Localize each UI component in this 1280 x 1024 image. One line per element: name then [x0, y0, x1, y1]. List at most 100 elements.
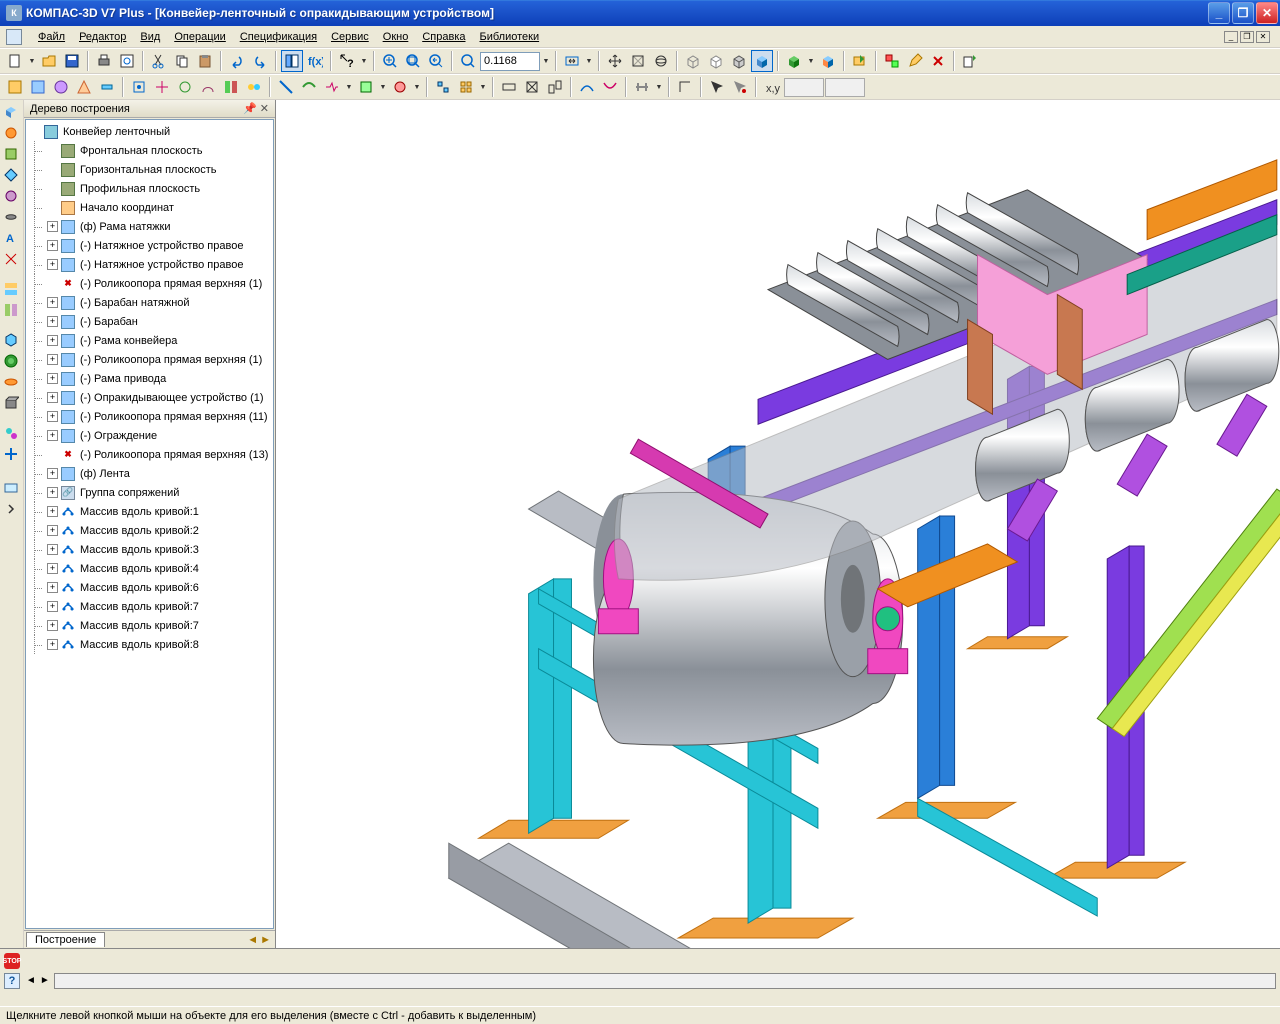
hidden-button[interactable]	[705, 50, 727, 72]
menu-service[interactable]: Сервис	[325, 29, 375, 45]
help-icon[interactable]: ?	[4, 973, 20, 989]
expand-icon[interactable]: +	[47, 430, 58, 441]
tree-node[interactable]: +Массив вдоль кривой:7	[26, 616, 273, 635]
undo-button[interactable]	[226, 50, 248, 72]
lt-14[interactable]	[1, 393, 21, 413]
lt-13[interactable]	[1, 372, 21, 392]
tree-node[interactable]: +(-) Натяжное устройство правое	[26, 236, 273, 255]
expand-icon[interactable]	[47, 202, 58, 213]
tree-node[interactable]: +Массив вдоль кривой:1	[26, 502, 273, 521]
expand-icon[interactable]: +	[47, 563, 58, 574]
tree-node[interactable]: Фронтальная плоскость	[26, 141, 273, 160]
wireframe-button[interactable]	[682, 50, 704, 72]
menu-file[interactable]: Файл	[32, 29, 71, 45]
zoom-prev-button[interactable]	[425, 50, 447, 72]
tree-node[interactable]: ✖(-) Роликоопора прямая верхняя (1)	[26, 274, 273, 293]
tree-node[interactable]: +🔗Группа сопряжений	[26, 483, 273, 502]
tree-node[interactable]: +Массив вдоль кривой:6	[26, 578, 273, 597]
tb2-9[interactable]	[197, 76, 219, 98]
lt-12[interactable]	[1, 351, 21, 371]
tree-nav-left[interactable]: ◄	[247, 934, 258, 946]
tb2-16-dropdown[interactable]: ▼	[412, 76, 422, 98]
tb2-24-dropdown[interactable]: ▼	[654, 76, 664, 98]
tb2-23[interactable]	[599, 76, 621, 98]
expand-icon[interactable]	[47, 449, 58, 460]
perspective-dropdown[interactable]: ▼	[806, 50, 816, 72]
lt-11[interactable]	[1, 330, 21, 350]
save-button[interactable]	[61, 50, 83, 72]
mdi-close-button[interactable]: ✕	[1256, 31, 1270, 43]
lt-2[interactable]	[1, 123, 21, 143]
zoom-window-button[interactable]	[402, 50, 424, 72]
lt-17[interactable]	[1, 478, 21, 498]
tree-node[interactable]: +(-) Рама привода	[26, 369, 273, 388]
menu-help[interactable]: Справка	[416, 29, 471, 45]
expand-icon[interactable]: +	[47, 506, 58, 517]
menu-window[interactable]: Окно	[377, 29, 415, 45]
lt-3[interactable]	[1, 144, 21, 164]
scroll-right-icon[interactable]: ►	[40, 975, 50, 986]
menu-editor[interactable]: Редактор	[73, 29, 132, 45]
tb2-5[interactable]	[96, 76, 118, 98]
viewport-3d[interactable]	[276, 100, 1280, 948]
panel-close-icon[interactable]: ✕	[260, 102, 269, 115]
print-button[interactable]	[93, 50, 115, 72]
tb2-1[interactable]	[4, 76, 26, 98]
minimize-button[interactable]: _	[1208, 2, 1230, 24]
help-dropdown[interactable]: ▼	[359, 50, 369, 72]
edit-button[interactable]	[904, 50, 926, 72]
scroll-left-icon[interactable]: ◄	[26, 975, 36, 986]
zoom-input[interactable]	[480, 52, 540, 71]
tb2-21[interactable]	[544, 76, 566, 98]
expand-icon[interactable]: +	[47, 259, 58, 270]
new-button[interactable]	[4, 50, 26, 72]
expand-icon[interactable]: +	[47, 620, 58, 631]
expand-icon[interactable]: +	[47, 525, 58, 536]
variables-button[interactable]: f(x)	[304, 50, 326, 72]
zoom-in-button[interactable]	[379, 50, 401, 72]
shaded-button[interactable]	[751, 50, 773, 72]
zoom-scale-button[interactable]	[457, 50, 479, 72]
menu-view[interactable]: Вид	[134, 29, 166, 45]
cut-button[interactable]	[148, 50, 170, 72]
tb2-7[interactable]	[151, 76, 173, 98]
new-dropdown[interactable]: ▼	[27, 50, 37, 72]
noshade-button[interactable]	[728, 50, 750, 72]
tb2-8[interactable]	[174, 76, 196, 98]
tree-node[interactable]: +(-) Натяжное устройство правое	[26, 255, 273, 274]
tb2-14-dropdown[interactable]: ▼	[344, 76, 354, 98]
tree-node[interactable]: ✖(-) Роликоопора прямая верхняя (13)	[26, 445, 273, 464]
lt-collapse[interactable]	[1, 499, 21, 519]
tb2-17[interactable]	[432, 76, 454, 98]
tb2-14[interactable]	[321, 76, 343, 98]
zoom-dropdown[interactable]: ▼	[541, 50, 551, 72]
tree-node[interactable]: +(-) Роликоопора прямая верхняя (11)	[26, 407, 273, 426]
tree-button[interactable]	[281, 50, 303, 72]
pan-button[interactable]	[604, 50, 626, 72]
command-scrollbar[interactable]	[54, 973, 1276, 989]
expand-icon[interactable]: +	[47, 582, 58, 593]
tb2-19[interactable]	[498, 76, 520, 98]
tb2-4[interactable]	[73, 76, 95, 98]
tree-node[interactable]: +Массив вдоль кривой:8	[26, 635, 273, 654]
expand-icon[interactable]: +	[47, 601, 58, 612]
paste-button[interactable]	[194, 50, 216, 72]
menu-operations[interactable]: Операции	[168, 29, 231, 45]
orbit-button[interactable]	[650, 50, 672, 72]
close-button[interactable]: ✕	[1256, 2, 1278, 24]
tb2-2[interactable]	[27, 76, 49, 98]
expand-icon[interactable]	[47, 183, 58, 194]
tb2-13[interactable]	[298, 76, 320, 98]
expand-icon[interactable]	[47, 145, 58, 156]
redo-button[interactable]	[249, 50, 271, 72]
lt-16[interactable]	[1, 444, 21, 464]
tb2-26[interactable]	[706, 76, 728, 98]
menu-app-icon[interactable]	[6, 29, 22, 45]
lt-15[interactable]	[1, 423, 21, 443]
tree-node[interactable]: +(ф) Рама натяжки	[26, 217, 273, 236]
rebuild-button[interactable]	[881, 50, 903, 72]
copy-button[interactable]	[171, 50, 193, 72]
tree-node[interactable]: +Массив вдоль кривой:2	[26, 521, 273, 540]
zoom-fit-button[interactable]	[561, 50, 583, 72]
help-arrow-button[interactable]: ?	[336, 50, 358, 72]
